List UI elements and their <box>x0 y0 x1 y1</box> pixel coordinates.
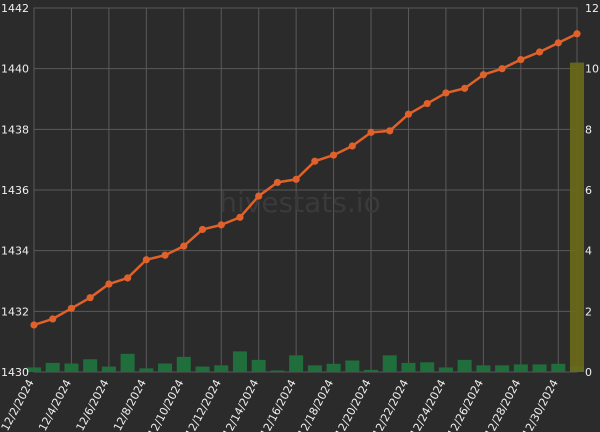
data-point <box>67 304 76 312</box>
data-point <box>461 84 469 92</box>
data-point <box>198 225 207 234</box>
watermark: hivestats.io <box>219 186 380 219</box>
data-point <box>404 110 413 118</box>
volume-bar <box>382 355 397 372</box>
volume-bar <box>551 363 566 372</box>
data-point <box>124 274 132 282</box>
volume-bars <box>26 62 585 372</box>
price-line-series <box>30 30 581 329</box>
volume-bar <box>176 356 191 372</box>
volume-bar <box>26 367 42 372</box>
volume-bar <box>195 366 210 372</box>
volume-bar <box>232 351 247 372</box>
volume-bar <box>83 359 98 372</box>
right-axis-tick-label: 8 <box>585 123 592 136</box>
data-point <box>329 151 338 159</box>
volume-bar <box>513 364 528 372</box>
data-point <box>573 30 581 38</box>
volume-bar <box>289 355 304 372</box>
volume-bar <box>326 363 341 372</box>
right-axis-tick-label: 6 <box>585 184 592 197</box>
right-axis-tick-label: 4 <box>585 245 592 258</box>
data-point <box>479 71 487 79</box>
left-axis: 1430 1432 1434 1436 1438 1440 1442 <box>1 2 29 379</box>
volume-bar <box>532 364 547 372</box>
data-point <box>498 65 506 73</box>
data-point <box>105 280 113 288</box>
volume-bar <box>401 362 416 372</box>
volume-bar <box>64 363 79 372</box>
right-axis-tick-label: 10 <box>585 63 599 76</box>
volume-bar <box>45 362 60 372</box>
data-point <box>49 315 57 323</box>
left-axis-tick-label: 1436 <box>1 184 29 197</box>
left-axis-tick-label: 1432 <box>1 305 29 318</box>
data-point <box>236 213 244 221</box>
data-point <box>442 89 450 97</box>
volume-bar <box>270 370 285 372</box>
left-axis-tick-label: 1430 <box>1 366 29 379</box>
data-point <box>161 251 169 259</box>
volume-bar <box>457 359 472 372</box>
volume-bar <box>120 353 135 372</box>
left-axis-tick-label: 1438 <box>1 123 29 136</box>
right-axis-tick-label: 12 <box>585 2 599 15</box>
highlight-bar <box>569 62 585 372</box>
volume-bar <box>420 362 435 372</box>
data-point <box>180 242 188 250</box>
volume-bar <box>495 365 510 372</box>
volume-bar <box>438 367 453 372</box>
volume-bar <box>101 366 116 372</box>
data-point <box>554 39 562 47</box>
left-axis-tick-label: 1440 <box>1 63 29 76</box>
data-point <box>367 128 375 136</box>
volume-bar <box>251 359 266 372</box>
data-point <box>255 192 263 200</box>
data-point <box>423 99 431 108</box>
data-point <box>217 221 225 229</box>
grid <box>33 7 578 373</box>
data-point <box>273 178 282 187</box>
data-point <box>292 175 300 183</box>
volume-bar <box>364 369 379 372</box>
right-axis: 0 2 4 6 8 10 12 <box>585 2 599 379</box>
right-axis-tick-label: 0 <box>585 366 592 379</box>
volume-bar <box>345 360 360 372</box>
volume-bar <box>158 363 173 372</box>
data-point <box>517 55 525 64</box>
data-point <box>348 142 356 150</box>
left-axis-tick-label: 1434 <box>1 245 29 258</box>
data-point <box>386 127 394 135</box>
data-point <box>535 48 544 56</box>
volume-bar <box>139 368 154 372</box>
volume-bar <box>476 365 491 372</box>
data-point <box>311 157 319 165</box>
right-axis-tick-label: 2 <box>585 305 592 318</box>
left-axis-tick-label: 1442 <box>1 2 29 15</box>
data-point <box>30 321 38 329</box>
volume-bar <box>307 365 322 372</box>
data-point <box>86 294 94 302</box>
data-point <box>142 256 150 264</box>
volume-bar <box>214 365 229 372</box>
